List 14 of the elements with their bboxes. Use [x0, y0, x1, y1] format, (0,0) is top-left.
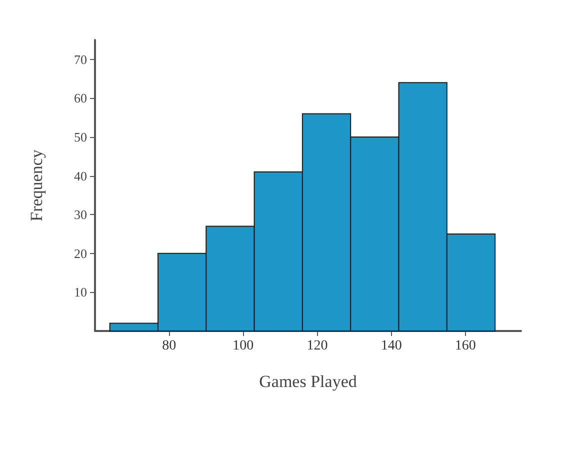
- y-tick-label: 30: [74, 207, 87, 222]
- x-tick-label: 80: [162, 338, 176, 354]
- y-tick-label: 60: [74, 90, 87, 106]
- x-tick-label: 100: [232, 338, 254, 354]
- y-tick-label: 10: [74, 284, 87, 300]
- y-tick-label: 50: [74, 130, 87, 144]
- y-tick-label: 20: [74, 246, 87, 261]
- x-axis-title: Games Played: [259, 372, 358, 391]
- y-tick-label: 40: [74, 168, 87, 184]
- y-tick-label: 70: [74, 52, 87, 67]
- x-tick-label: 160: [454, 338, 476, 354]
- y-axis-title: Frequency: [27, 149, 46, 222]
- x-tick-label: 120: [306, 338, 328, 354]
- x-tick-label: 140: [380, 338, 402, 354]
